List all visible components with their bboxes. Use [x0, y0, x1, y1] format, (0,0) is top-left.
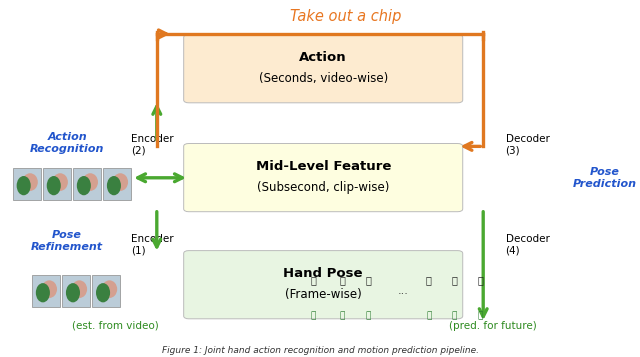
Text: Action: Action: [300, 51, 347, 64]
Bar: [62, 275, 90, 307]
FancyBboxPatch shape: [184, 251, 463, 319]
Text: 🌿: 🌿: [340, 311, 345, 321]
Text: Pose
Prediction: Pose Prediction: [573, 167, 637, 188]
Ellipse shape: [36, 283, 50, 302]
Bar: [43, 168, 71, 200]
Bar: [32, 275, 60, 307]
Text: ก: ก: [451, 275, 458, 285]
Text: 🌿: 🌿: [477, 311, 483, 321]
Text: (Seconds, video-wise): (Seconds, video-wise): [259, 72, 388, 85]
Ellipse shape: [42, 280, 57, 298]
Text: ก: ก: [365, 275, 371, 285]
Text: 🌿: 🌿: [311, 311, 316, 321]
Ellipse shape: [17, 176, 31, 195]
Ellipse shape: [102, 280, 117, 298]
Text: Hand Pose: Hand Pose: [284, 267, 363, 280]
Text: (Subsecond, clip-wise): (Subsecond, clip-wise): [257, 181, 389, 194]
Bar: [103, 168, 131, 200]
Text: Pose
Refinement: Pose Refinement: [31, 230, 103, 252]
FancyBboxPatch shape: [184, 144, 463, 212]
Text: 🌿: 🌿: [452, 311, 457, 321]
Ellipse shape: [96, 283, 110, 302]
Text: 🌿: 🌿: [426, 311, 431, 321]
Ellipse shape: [107, 176, 121, 195]
Ellipse shape: [83, 173, 98, 191]
Bar: [13, 168, 41, 200]
Text: ...: ...: [398, 286, 408, 296]
Ellipse shape: [77, 176, 91, 195]
Text: Take out a chip: Take out a chip: [290, 9, 401, 24]
Text: (est. from video): (est. from video): [72, 321, 159, 331]
Text: Action
Recognition: Action Recognition: [30, 132, 104, 154]
Text: (Frame-wise): (Frame-wise): [285, 288, 362, 301]
Bar: [73, 168, 101, 200]
Text: Mid-Level Feature: Mid-Level Feature: [255, 160, 391, 173]
FancyBboxPatch shape: [184, 35, 463, 103]
Ellipse shape: [66, 283, 80, 302]
Text: ก: ก: [310, 275, 317, 285]
Text: Encoder
(1): Encoder (1): [131, 234, 174, 255]
Ellipse shape: [47, 176, 61, 195]
Ellipse shape: [22, 173, 38, 191]
Ellipse shape: [72, 280, 87, 298]
Ellipse shape: [113, 173, 128, 191]
Text: ก: ก: [339, 275, 346, 285]
Ellipse shape: [52, 173, 68, 191]
Text: Encoder
(2): Encoder (2): [131, 134, 174, 155]
Bar: [92, 275, 120, 307]
Text: Decoder
(4): Decoder (4): [506, 234, 550, 255]
Text: Decoder
(3): Decoder (3): [506, 134, 550, 155]
Text: ก: ก: [477, 275, 483, 285]
Text: 🌿: 🌿: [365, 311, 371, 321]
Text: (pred. for future): (pred. for future): [449, 321, 537, 331]
Text: ก: ก: [426, 275, 432, 285]
Text: Figure 1: Joint hand action recognition and motion prediction pipeline.: Figure 1: Joint hand action recognition …: [161, 346, 479, 355]
